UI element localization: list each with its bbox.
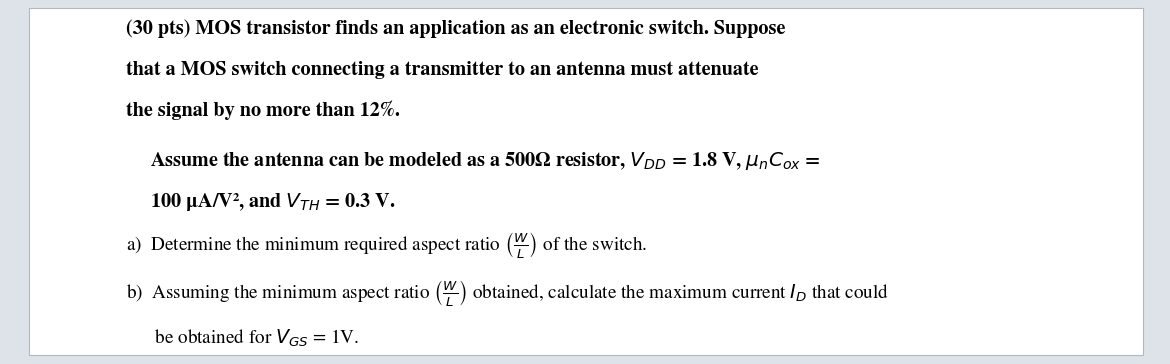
Text: the signal by no more than 12%.: the signal by no more than 12%.: [126, 101, 400, 120]
Text: a)  Determine the minimum required aspect ratio $\left(\frac{W}{L}\right)$ of th: a) Determine the minimum required aspect…: [126, 230, 648, 260]
Text: (30 pts) MOS transistor finds an application as an electronic switch. Suppose: (30 pts) MOS transistor finds an applica…: [126, 20, 786, 38]
Text: be obtained for $V_{GS}$ = 1V.: be obtained for $V_{GS}$ = 1V.: [126, 327, 359, 349]
Text: Assume the antenna can be modeled as a 500Ω resistor, $V_{DD}$ = 1.8 V, $\mu_n C: Assume the antenna can be modeled as a 5…: [150, 150, 820, 172]
Text: that a MOS switch connecting a transmitter to an antenna must attenuate: that a MOS switch connecting a transmitt…: [126, 62, 759, 79]
Text: 100 μA/V², and $V_{TH}$ = 0.3 V.: 100 μA/V², and $V_{TH}$ = 0.3 V.: [150, 191, 395, 213]
FancyBboxPatch shape: [29, 8, 1143, 355]
Text: b)  Assuming the minimum aspect ratio $\left(\frac{W}{L}\right)$ obtained, calcu: b) Assuming the minimum aspect ratio $\l…: [126, 278, 889, 308]
